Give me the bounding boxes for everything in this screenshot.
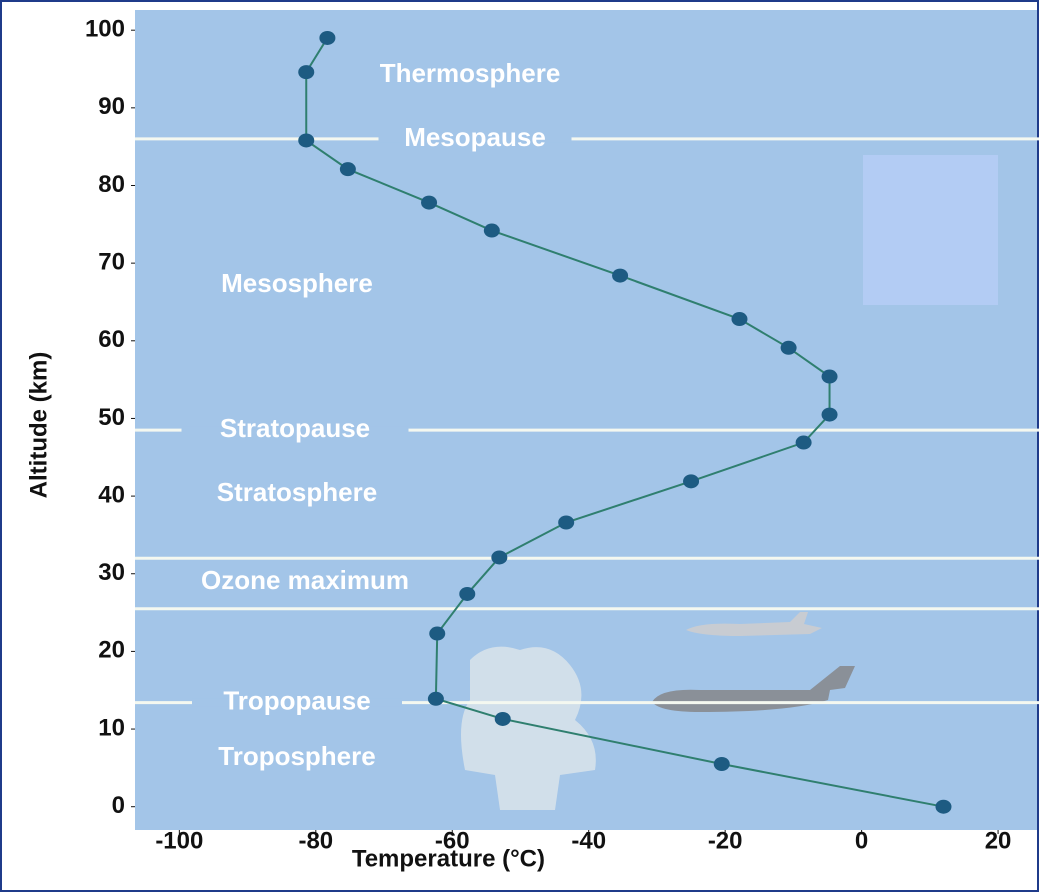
- y-tick-label: 0: [112, 792, 125, 819]
- data-point: [822, 370, 838, 384]
- y-tick-label: 100: [85, 16, 125, 43]
- y-tick-label: 30: [98, 559, 125, 586]
- layer-label: Tropopause: [223, 686, 370, 716]
- x-tick-label: 20: [985, 827, 1012, 854]
- data-point: [428, 692, 444, 706]
- layer-label: Stratopause: [220, 413, 370, 443]
- data-point: [495, 712, 511, 726]
- x-tick-label: -80: [298, 827, 333, 854]
- x-tick-label: -100: [155, 827, 203, 854]
- data-point: [484, 224, 500, 238]
- data-point: [683, 474, 699, 488]
- layer-label: Stratosphere: [217, 477, 377, 507]
- data-point: [298, 65, 314, 79]
- layer-label: Thermosphere: [380, 58, 561, 88]
- data-point: [298, 133, 314, 147]
- y-tick-label: 50: [98, 404, 125, 431]
- data-point: [822, 408, 838, 422]
- x-tick-label: -20: [708, 827, 743, 854]
- y-tick-label: 20: [98, 637, 125, 664]
- data-point: [731, 312, 747, 326]
- layer-label: Mesosphere: [221, 268, 373, 298]
- stripe-box: [863, 155, 998, 305]
- data-point: [429, 627, 445, 641]
- y-axis-label: Altitude (km): [25, 352, 52, 499]
- x-tick-label: -40: [571, 827, 606, 854]
- data-point: [558, 516, 574, 530]
- y-tick-label: 70: [98, 248, 125, 275]
- data-point: [340, 162, 356, 176]
- data-point: [421, 196, 437, 210]
- data-point: [781, 341, 797, 355]
- x-tick-label: -60: [435, 827, 470, 854]
- layer-label: Troposphere: [218, 741, 375, 771]
- layer-label: Ozone maximum: [201, 565, 409, 595]
- y-tick-label: 80: [98, 171, 125, 198]
- y-tick-label: 10: [98, 714, 125, 741]
- x-tick-label: 0: [855, 827, 868, 854]
- data-point: [714, 757, 730, 771]
- data-point: [459, 587, 475, 601]
- data-point: [796, 436, 812, 450]
- y-tick-label: 40: [98, 481, 125, 508]
- data-point: [319, 31, 335, 45]
- y-tick-label: 60: [98, 326, 125, 353]
- data-point: [491, 550, 507, 564]
- y-tick-label: 90: [98, 93, 125, 120]
- data-point: [935, 800, 951, 814]
- chart: Temperature (°C) Altitude (km) Mesopause…: [0, 0, 1039, 892]
- layer-label: Mesopause: [404, 122, 546, 152]
- data-point: [612, 269, 628, 283]
